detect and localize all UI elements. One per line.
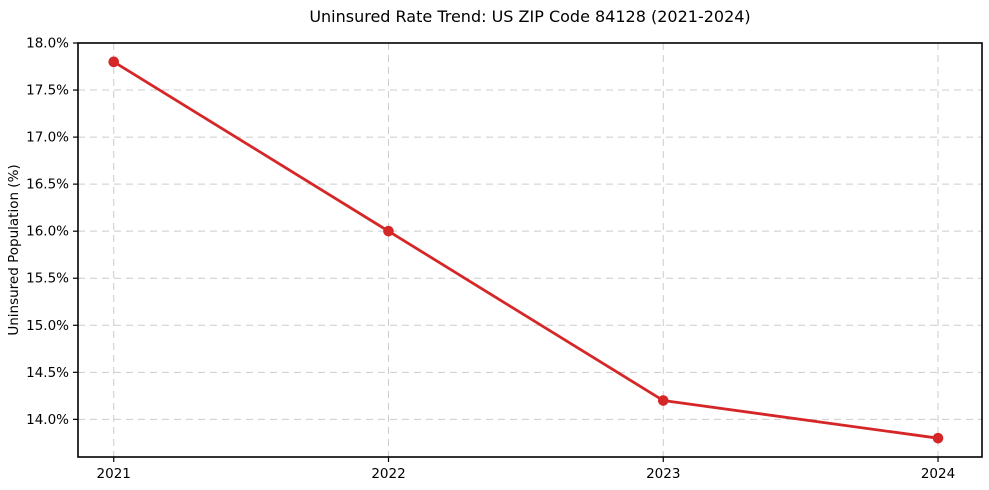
data-point-2022: [383, 225, 394, 237]
y-axis-label: Uninsured Population (%): [6, 164, 22, 336]
x-tick-label: 2022: [371, 466, 405, 482]
axes-frame: [77, 42, 983, 458]
y-tick-label: 15.0%: [26, 318, 69, 334]
y-tick-label: 18.0%: [26, 36, 69, 52]
x-tick-label: 2023: [646, 466, 680, 482]
plot-background: [78, 43, 982, 457]
y-tick-label: 15.5%: [26, 271, 69, 287]
data-point-2023: [657, 395, 669, 406]
x-tick-label: 2024: [921, 466, 955, 482]
y-tick-label: 17.0%: [26, 130, 69, 146]
y-tick-label: 14.5%: [26, 365, 69, 381]
y-tick-label: 16.0%: [26, 224, 69, 240]
data-point-2021: [108, 56, 120, 68]
y-tick-label: 14.0%: [26, 412, 69, 428]
trend-line: [112, 60, 939, 440]
y-tick-label: 16.5%: [26, 177, 69, 193]
data-point-2024: [932, 432, 944, 444]
y-tick-label: 17.5%: [26, 83, 69, 99]
x-tick-label: 2021: [97, 466, 131, 482]
chart-title: Uninsured Rate Trend: US ZIP Code 84128 …: [309, 7, 751, 26]
